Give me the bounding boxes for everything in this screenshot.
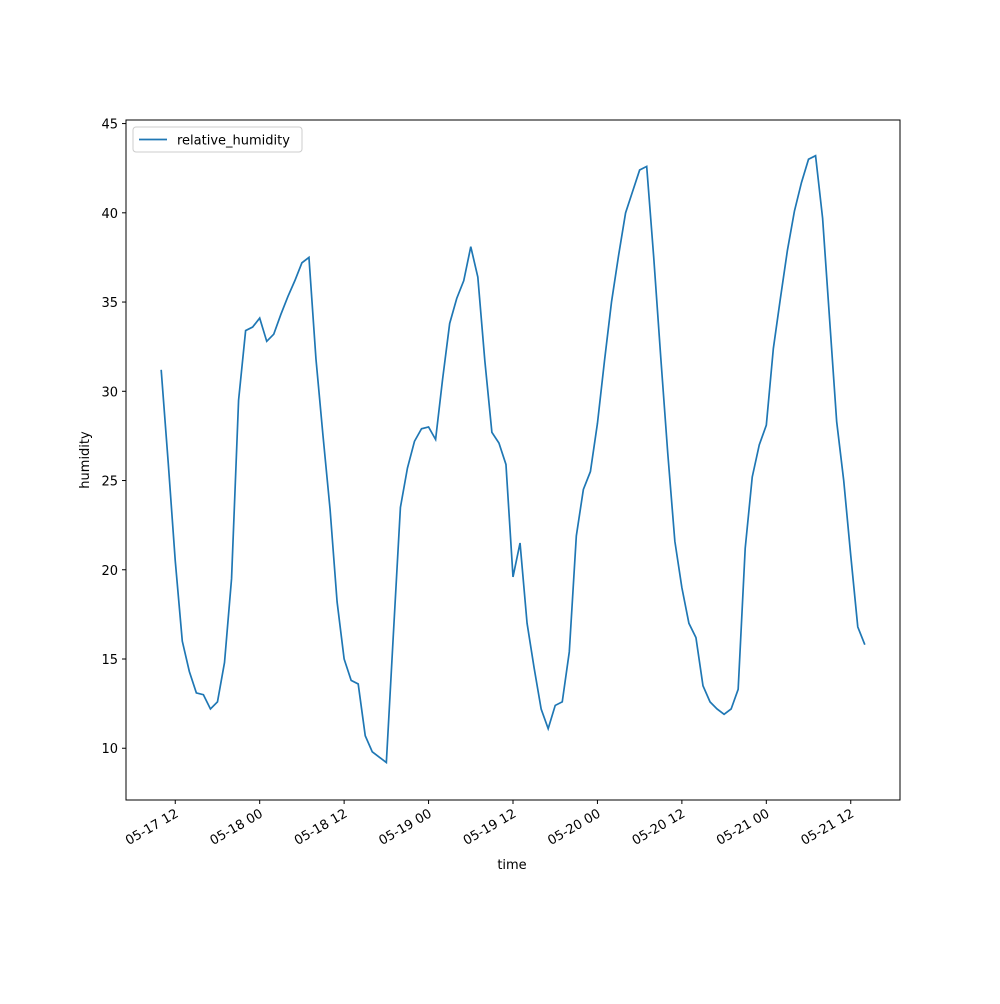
x-tick-label: 05-20 00 <box>545 806 603 848</box>
y-tick-label: 10 <box>101 742 118 757</box>
x-tick-label: 05-19 12 <box>461 806 519 848</box>
x-tick-label: 05-21 12 <box>799 806 857 848</box>
y-tick-label: 35 <box>101 296 118 311</box>
x-axis-label: time <box>497 858 526 873</box>
axes-frame <box>125 119 901 801</box>
y-tick-label: 20 <box>101 564 118 579</box>
x-tick-label: 05-18 00 <box>208 806 266 848</box>
y-axis-label: humidity <box>78 431 93 489</box>
y-tick-label: 40 <box>101 207 118 222</box>
y-tick-label: 15 <box>101 653 118 668</box>
y-tick-label: 25 <box>101 475 118 490</box>
legend-box <box>132 126 303 153</box>
y-tick-label: 30 <box>101 385 118 400</box>
line <box>160 154 866 765</box>
x-tick-label: 05-21 00 <box>714 806 772 848</box>
legend-label: relative_humidity <box>177 134 290 149</box>
x-tick-label: 05-19 00 <box>376 806 434 848</box>
x-tick-label: 05-20 12 <box>630 806 688 848</box>
x-tick-label: 05-18 12 <box>292 806 350 848</box>
y-tick-label: 45 <box>101 118 118 133</box>
x-tick-label: 05-17 12 <box>123 806 181 848</box>
